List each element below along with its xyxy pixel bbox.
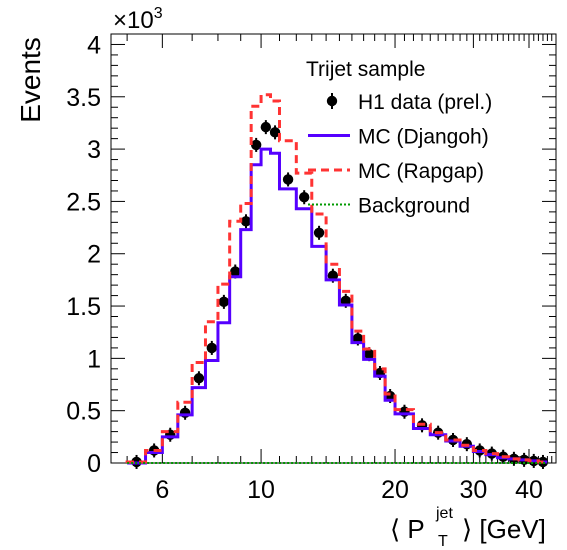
- data-point: [298, 192, 310, 203]
- legend-entry-label: MC (Rapgap): [358, 160, 484, 183]
- x-tick-label: 20: [381, 476, 409, 504]
- data-point: [179, 407, 191, 418]
- data-point: [269, 127, 281, 138]
- data-point: [327, 270, 339, 281]
- data-point: [313, 227, 325, 239]
- data-point: [364, 348, 375, 360]
- y-tick-label: 4: [87, 31, 101, 59]
- data-point: [399, 406, 410, 417]
- data-point: [230, 266, 241, 277]
- data-point: [282, 174, 294, 185]
- data-point: [260, 121, 272, 133]
- x-tick-label: 30: [459, 476, 487, 504]
- x-tick-label: 6: [155, 476, 169, 504]
- legend: Trijet sample H1 data (prel.) MC (Djangoh…: [306, 58, 492, 218]
- data-point: [250, 139, 262, 151]
- x-axis-label-main: ⟨ P: [390, 514, 425, 544]
- series-layer: [125, 93, 549, 469]
- data-point: [340, 295, 351, 307]
- series-line-1: [127, 147, 548, 465]
- x-axis-label-sub: T: [438, 533, 448, 550]
- y-tick-label: 3: [87, 136, 101, 164]
- y-tick-label: 1: [87, 345, 101, 373]
- y-multiplier-exponent: 3: [154, 5, 163, 22]
- y-tick-label: 0: [87, 450, 101, 478]
- y-axis-label: Events: [15, 37, 46, 123]
- y-multiplier: ×103: [113, 5, 163, 34]
- data-point: [352, 333, 364, 344]
- x-axis-label: ⟨ P T jet ⟩ [GeV]: [390, 505, 546, 550]
- y-tick-label: 2.5: [66, 188, 101, 216]
- y-tick-label: 0.5: [66, 398, 101, 426]
- x-tick-label: 40: [515, 476, 543, 504]
- x-axis-label-tail: ⟩ [GeV]: [462, 514, 546, 544]
- plot-frame: [110, 33, 557, 464]
- x-tick-label: 10: [247, 476, 275, 504]
- x-axis-label-sup: jet: [435, 505, 453, 522]
- y-tick-label: 3.5: [66, 84, 101, 112]
- data-point: [218, 296, 230, 308]
- y-tick-label: 2: [87, 241, 101, 269]
- data-point: [240, 216, 252, 227]
- y-multiplier-base: ×10: [113, 7, 154, 34]
- data-point: [193, 373, 205, 384]
- legend-entry-label: MC (Djangoh): [358, 126, 489, 149]
- y-tick-label: 1.5: [66, 293, 101, 321]
- legend-entry-label: Background: [358, 195, 470, 218]
- legend-entry-label: H1 data (prel.): [358, 91, 492, 114]
- series-line-2: [125, 93, 548, 464]
- data-point: [206, 342, 218, 354]
- legend-title: Trijet sample: [306, 58, 425, 81]
- legend-marker: [326, 95, 338, 107]
